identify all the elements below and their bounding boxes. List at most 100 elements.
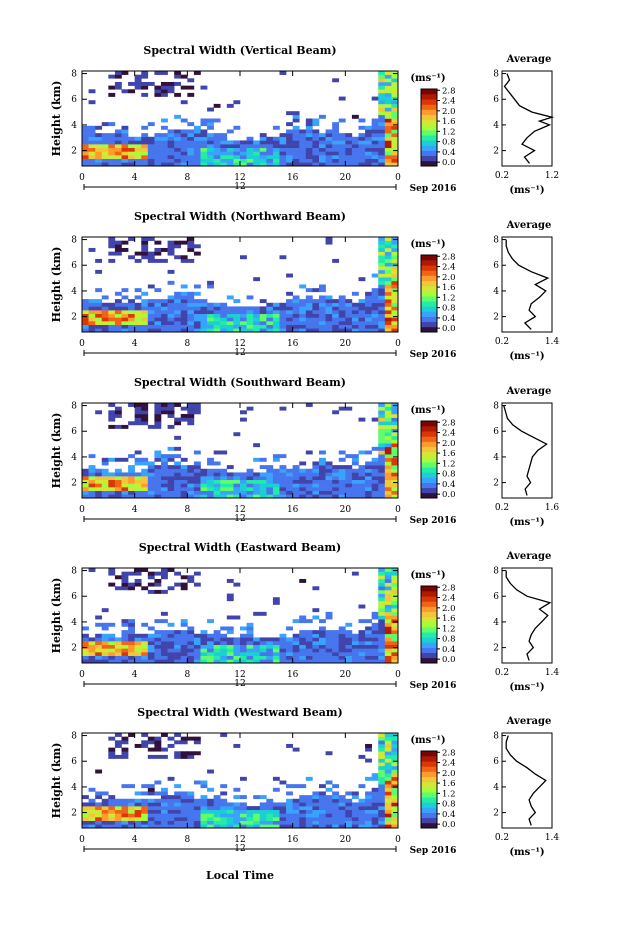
- profile-frame: [501, 236, 553, 333]
- colorbar-swatch: [421, 421, 437, 427]
- y-axis-title: Height (km): [50, 247, 63, 323]
- colorbar: 2.82.42.01.61.20.80.40.0: [420, 252, 456, 334]
- colorbar-tick-label: 1.2: [442, 624, 456, 634]
- colorbar-swatch: [421, 285, 437, 292]
- colorbar-swatch: [421, 446, 437, 453]
- x-tick-label: 4: [132, 670, 138, 680]
- colorbar-swatch: [421, 467, 437, 473]
- date-label: Sep 2016: [410, 184, 457, 194]
- y-tick-label: 6: [71, 427, 77, 437]
- colorbar-swatch: [421, 150, 437, 157]
- colorbar-swatch: [421, 436, 437, 442]
- colorbar-tick-label: 2.0: [442, 439, 456, 449]
- colorbar-swatch: [421, 431, 437, 437]
- y-tick-label: 6: [71, 757, 77, 767]
- colorbar-swatch: [421, 586, 437, 592]
- profile-x-tick-label: 0.2: [495, 833, 509, 843]
- y-tick-label: 4: [71, 121, 77, 131]
- profile-x-tick-label: 0.2: [495, 503, 509, 513]
- heatmap-cells: [82, 568, 399, 664]
- y-tick-label: 4: [71, 453, 77, 463]
- average-profile: Average 8 6 4 2 0.2 1.6(ms⁻¹): [493, 386, 559, 528]
- panel-5: Spectral Width (Westward Beam) 8 6 4 2 Height…: [50, 706, 559, 858]
- colorbar-swatch: [421, 492, 437, 499]
- colorbar-swatch: [421, 647, 437, 654]
- profile-title: Average: [506, 551, 552, 562]
- x-tick-label: 12: [234, 835, 245, 845]
- colorbar-swatch: [421, 792, 437, 798]
- x-tick-label: 0: [395, 339, 401, 349]
- colorbar-swatch: [421, 311, 437, 317]
- colorbar-swatch: [421, 326, 437, 333]
- profile-x-tick-label: 1.2: [545, 171, 559, 181]
- profile-y-tick-label: 4: [493, 121, 499, 131]
- date-label: Sep 2016: [410, 681, 457, 691]
- y-axis-title: Height (km): [50, 81, 63, 157]
- x-tick-label: 4: [132, 173, 138, 183]
- colorbar-swatch: [421, 797, 437, 803]
- average-profile: Average 8 6 4 2 0.2 1.2(ms⁻¹): [493, 54, 559, 196]
- colorbar-swatch: [421, 606, 437, 612]
- x-tick-label: 0: [79, 505, 85, 515]
- day-label: 12: [234, 844, 245, 854]
- colorbar-tick-label: 2.0: [442, 273, 456, 283]
- day-label: 12: [234, 679, 245, 689]
- colorbar-frame: [420, 420, 438, 499]
- profile-x-unit: (ms⁻¹): [509, 351, 544, 362]
- y-tick-label: 2: [71, 479, 77, 489]
- colorbar-swatch: [421, 482, 437, 489]
- y-axis-title: Height (km): [50, 743, 63, 819]
- colorbar-frame: [420, 750, 438, 829]
- colorbar-swatch: [421, 621, 437, 628]
- colorbar-swatch: [421, 140, 437, 146]
- profile-y-tick-label: 2: [493, 147, 499, 157]
- colorbar-tick-label: 0.0: [442, 490, 456, 500]
- colorbar-swatch: [421, 627, 437, 633]
- x-tick-label: 12: [234, 505, 245, 515]
- x-tick-label: 0: [395, 505, 401, 515]
- x-tick-label: 12: [234, 670, 245, 680]
- colorbar-swatch: [421, 766, 437, 772]
- colorbar-swatch: [421, 601, 437, 607]
- colorbar-swatch: [421, 426, 437, 432]
- x-tick-label: 8: [184, 339, 190, 349]
- profile-y-tick-label: 6: [493, 261, 499, 271]
- colorbar-tick-label: 0.4: [442, 810, 456, 820]
- colorbar-tick-label: 2.8: [442, 86, 456, 96]
- colorbar-tick-label: 2.4: [442, 759, 456, 769]
- y-tick-label: 4: [71, 287, 77, 297]
- day-label: 12: [234, 514, 245, 524]
- y-tick-label: 8: [71, 70, 77, 80]
- y-tick-label: 4: [71, 618, 77, 628]
- x-tick-label: 16: [287, 670, 299, 680]
- colorbar-swatch: [421, 776, 437, 783]
- colorbar-swatch: [421, 321, 437, 328]
- colorbar-swatch: [421, 275, 437, 281]
- x-tick-label: 8: [184, 835, 190, 845]
- colorbar-tick-label: 0.4: [442, 480, 456, 490]
- colorbar-tick-label: 0.8: [442, 138, 456, 148]
- colorbar-swatch: [421, 451, 437, 458]
- profile-line: [505, 570, 552, 661]
- colorbar-tick-label: 0.8: [442, 800, 456, 810]
- colorbar-tick-label: 0.4: [442, 148, 456, 158]
- y-tick-label: 2: [71, 313, 77, 323]
- x-tick-label: 20: [340, 835, 352, 845]
- colorbar-swatch: [421, 265, 437, 271]
- profile-line: [503, 73, 555, 164]
- colorbar-tick-label: 2.8: [442, 748, 456, 758]
- colorbar-swatch: [421, 456, 437, 463]
- colorbar-tick-label: 0.4: [442, 645, 456, 655]
- y-tick-label: 6: [71, 95, 77, 105]
- x-tick-label: 4: [132, 835, 138, 845]
- average-profile: Average 8 6 4 2 0.2 1.4(ms⁻¹): [493, 716, 559, 858]
- colorbar-swatch: [421, 802, 437, 808]
- colorbar-swatch: [421, 280, 437, 287]
- colorbar-swatch: [421, 487, 437, 494]
- colorbar-swatch: [421, 761, 437, 767]
- colorbar-swatch: [421, 290, 437, 297]
- profile-x-tick-label: 0.2: [495, 668, 509, 678]
- day-label: 12: [234, 348, 245, 358]
- x-tick-label: 20: [340, 670, 352, 680]
- profile-title: Average: [506, 220, 552, 231]
